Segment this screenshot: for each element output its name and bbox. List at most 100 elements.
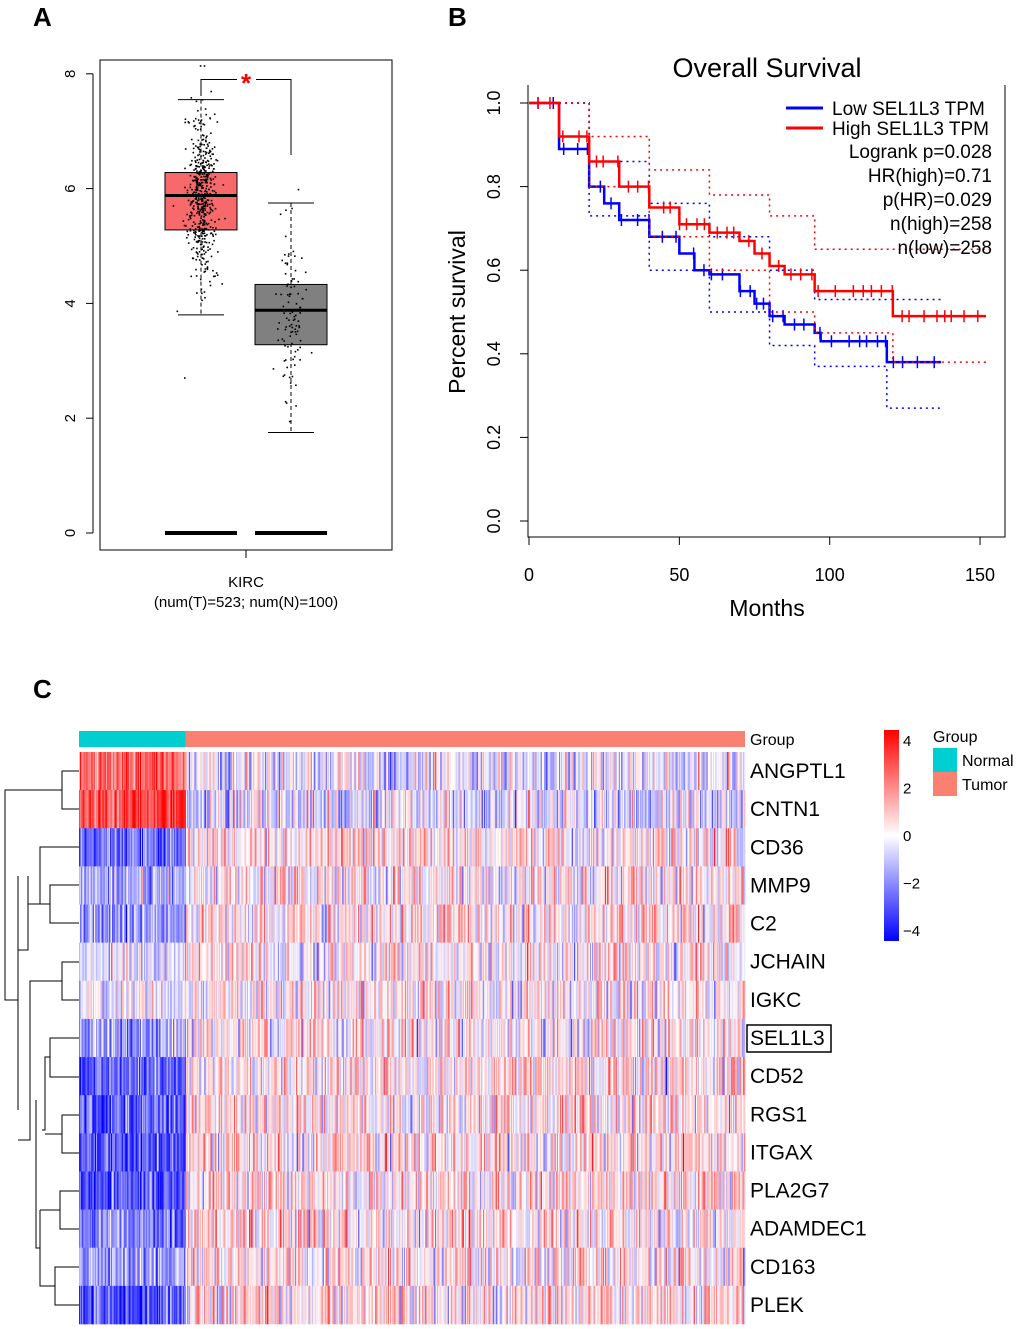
heatmap-cell xyxy=(685,790,687,829)
data-point xyxy=(212,233,214,236)
heatmap-cell xyxy=(348,790,350,829)
heatmap-cell xyxy=(79,752,81,791)
heatmap-cell xyxy=(437,942,439,982)
heatmap-cell xyxy=(290,942,293,982)
heatmap-cell xyxy=(313,790,315,829)
heatmap-cell xyxy=(394,752,396,791)
heatmap-cell xyxy=(494,828,497,867)
heatmap-cell xyxy=(693,942,696,982)
heatmap-cell xyxy=(328,752,330,791)
heatmap-cell xyxy=(637,790,639,829)
heatmap-cell xyxy=(113,752,115,791)
heatmap-cell xyxy=(159,752,161,791)
heatmap-cell xyxy=(395,866,397,905)
heatmap-cell xyxy=(221,790,223,829)
data-point xyxy=(203,291,206,293)
heatmap-cell xyxy=(420,904,422,943)
data-point xyxy=(290,280,293,282)
heatmap-cell xyxy=(80,980,82,1020)
heatmap-cell xyxy=(485,980,487,1020)
heatmap-cell xyxy=(743,904,746,943)
heatmap-cell xyxy=(123,828,126,867)
heatmap-cell xyxy=(242,752,244,791)
heatmap-cell xyxy=(194,866,196,905)
data-point xyxy=(201,139,203,141)
heatmap-cell xyxy=(136,828,139,867)
heatmap-cell xyxy=(650,866,653,905)
heatmap-cell xyxy=(221,866,223,905)
heatmap-cell xyxy=(319,752,321,791)
heatmap-cell xyxy=(591,828,593,867)
heatmap-cell xyxy=(633,790,636,829)
heatmap-cell xyxy=(168,790,171,829)
heatmap-cell xyxy=(353,980,356,1020)
heatmap-cell xyxy=(441,942,443,982)
heatmap-cell xyxy=(209,790,211,829)
data-point xyxy=(192,200,195,203)
heatmap-cell xyxy=(625,904,627,943)
heatmap-cell xyxy=(262,752,265,791)
heatmap-cell xyxy=(250,828,252,867)
heatmap-cell xyxy=(446,866,449,905)
heatmap-cell xyxy=(80,866,82,905)
heatmap-cell xyxy=(168,904,171,943)
heatmap-cell xyxy=(102,942,104,982)
heatmap-cell xyxy=(587,828,590,867)
heatmap-cell xyxy=(446,980,449,1020)
heatmap-cell xyxy=(106,904,109,943)
heatmap-cell xyxy=(720,904,722,943)
heatmap-cell xyxy=(613,904,615,943)
data-point xyxy=(206,233,208,236)
heatmap-cell xyxy=(471,866,473,905)
heatmap-cell xyxy=(353,866,356,905)
heatmap-cell xyxy=(728,828,731,867)
heatmap-cell xyxy=(459,828,461,867)
heatmap-cell xyxy=(521,904,523,943)
heatmap-cell xyxy=(568,980,570,1020)
heatmap-cell xyxy=(228,752,231,791)
heatmap-cell xyxy=(391,904,393,943)
heatmap-cell xyxy=(210,904,212,943)
heatmap-cell xyxy=(189,790,191,829)
heatmap-cell xyxy=(560,866,562,905)
heatmap-cell xyxy=(730,866,732,905)
heatmap-cell xyxy=(707,752,709,791)
heatmap-cell xyxy=(734,866,736,905)
heatmap-cell xyxy=(567,942,569,982)
heatmap-cell xyxy=(244,866,247,905)
heatmap-cell xyxy=(103,866,105,905)
heatmap-cell xyxy=(673,828,675,867)
data-point xyxy=(210,255,213,258)
data-point xyxy=(214,275,216,278)
heatmap-cell xyxy=(209,942,211,982)
data-point xyxy=(209,206,211,209)
heatmap-cell xyxy=(112,790,114,829)
heatmap-cell xyxy=(219,866,221,905)
heatmap-cell xyxy=(471,828,473,867)
heatmap-cell xyxy=(489,790,491,829)
heatmap-cell xyxy=(203,980,205,1020)
data-point xyxy=(222,184,225,186)
data-point xyxy=(207,163,210,165)
heatmap-cell xyxy=(631,866,634,905)
heatmap-cell xyxy=(356,752,359,791)
heatmap-cell xyxy=(488,828,490,867)
heatmap-cell xyxy=(738,942,740,982)
data-point xyxy=(213,163,215,165)
heatmap-cell xyxy=(115,904,117,943)
heatmap-cell xyxy=(402,904,405,943)
heatmap-cell xyxy=(141,980,143,1020)
heatmap-cell xyxy=(386,904,389,943)
heatmap-cell xyxy=(111,980,113,1020)
heatmap-cell xyxy=(245,828,248,867)
heatmap-cell xyxy=(677,866,680,905)
heatmap-cell xyxy=(339,790,342,829)
heatmap-cell xyxy=(81,828,83,867)
heatmap-cell xyxy=(98,904,100,943)
y-tick-label: 1.0 xyxy=(484,90,504,115)
heatmap-cell xyxy=(432,752,435,791)
data-point xyxy=(207,160,210,163)
heatmap-cell xyxy=(223,790,225,829)
heatmap-cell xyxy=(431,828,434,867)
heatmap-cell xyxy=(542,942,545,982)
